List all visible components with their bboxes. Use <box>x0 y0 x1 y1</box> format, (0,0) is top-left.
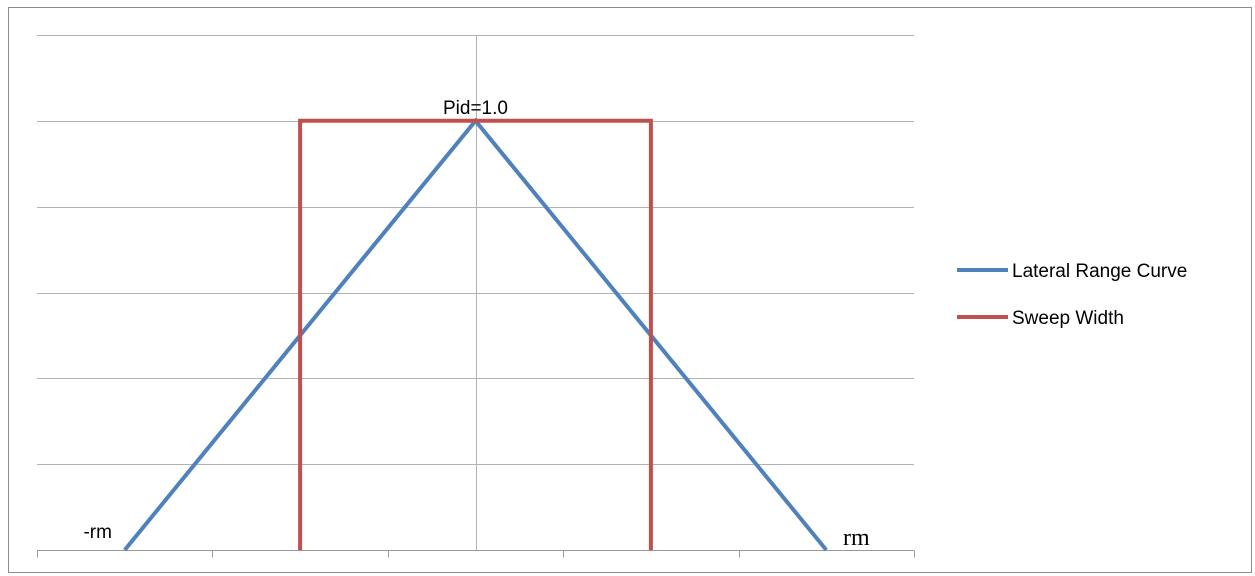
annotation-rm: rm <box>843 525 870 551</box>
chart-frame <box>8 7 1252 573</box>
annotation-pid: Pid=1.0 <box>443 98 508 119</box>
series-layer <box>123 117 828 552</box>
series-line-lateral-range-curve <box>123 117 828 552</box>
annotation-layer: Pid=1.0 -rm rm <box>83 98 869 551</box>
legend: Lateral Range Curve Sweep Width <box>957 261 1187 329</box>
annotation-neg-rm: -rm <box>83 522 111 543</box>
legend-label-lateral-range-curve: Lateral Range Curve <box>1012 261 1187 282</box>
legend-label-sweep-width: Sweep Width <box>1012 308 1124 329</box>
series-line-sweep-width <box>298 118 653 550</box>
